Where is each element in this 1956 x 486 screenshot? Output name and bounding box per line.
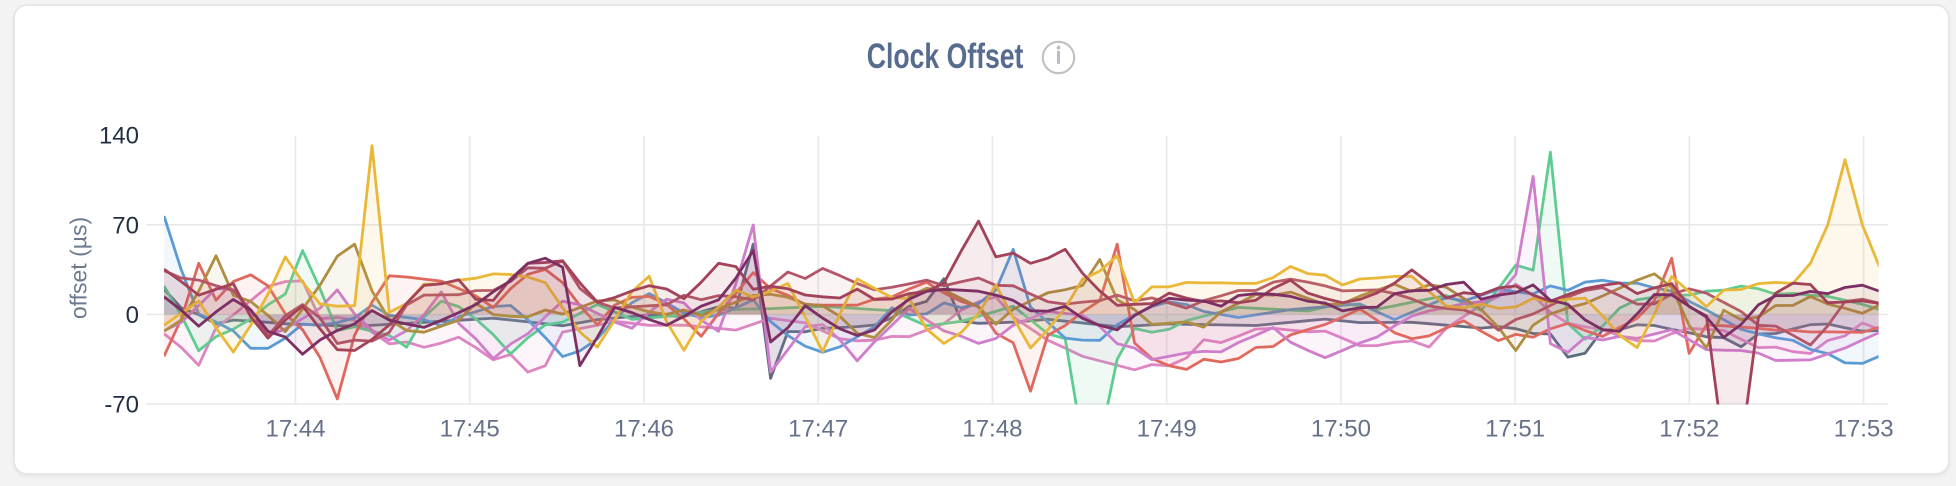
svg-text:17:50: 17:50 [1311,416,1371,443]
svg-text:17:45: 17:45 [440,416,500,443]
svg-text:17:49: 17:49 [1137,416,1197,443]
svg-text:17:52: 17:52 [1659,416,1719,443]
svg-text:17:48: 17:48 [962,416,1022,443]
svg-text:17:46: 17:46 [614,416,674,443]
svg-text:17:53: 17:53 [1834,416,1894,443]
svg-text:0: 0 [126,302,139,329]
svg-text:140: 140 [99,123,139,150]
svg-text:-70: -70 [104,392,139,419]
svg-text:70: 70 [112,212,139,239]
svg-text:17:47: 17:47 [788,416,848,443]
svg-text:17:51: 17:51 [1485,416,1545,443]
svg-text:17:44: 17:44 [265,416,325,443]
